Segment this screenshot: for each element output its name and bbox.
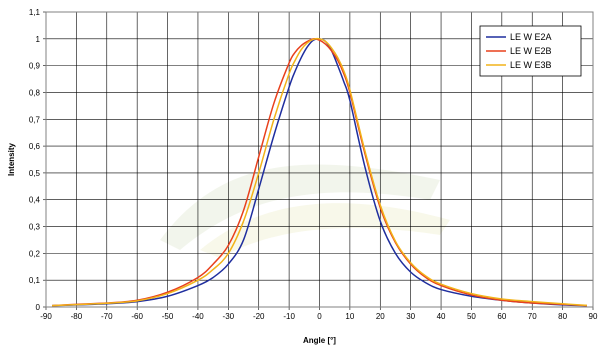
x-tick-label: -70 bbox=[101, 312, 113, 321]
legend-label: LE W E2B bbox=[510, 46, 552, 56]
y-tick-label: 0 bbox=[36, 303, 41, 312]
y-axis-tick-labels: 0 0,1 0,2 0,3 0,4 0,5 0,6 0,7 0,8 0,9 1 1,1 bbox=[29, 8, 41, 312]
y-tick-label: 0,8 bbox=[29, 88, 41, 97]
y-tick-label: 1,1 bbox=[29, 8, 41, 17]
series-lines bbox=[52, 37, 587, 307]
legend-label: LE W E2A bbox=[510, 32, 552, 42]
x-tick-label: 60 bbox=[497, 312, 506, 321]
x-tick-label: 40 bbox=[437, 312, 446, 321]
legend-label: LE W E3B bbox=[510, 60, 552, 70]
x-tick-label: -60 bbox=[131, 312, 143, 321]
x-tick-label: 50 bbox=[467, 312, 476, 321]
x-tick-label: -40 bbox=[192, 312, 204, 321]
y-tick-label: 1 bbox=[36, 35, 41, 44]
y-tick-label: 0,2 bbox=[29, 249, 41, 258]
legend: LE W E2A LE W E2B LE W E3B bbox=[479, 25, 582, 77]
legend-items: LE W E2A LE W E2B LE W E3B bbox=[486, 32, 552, 70]
series-line-2 bbox=[52, 37, 587, 307]
x-tick-label: 20 bbox=[376, 312, 385, 321]
x-tick-label: -50 bbox=[162, 312, 174, 321]
x-tick-label: 30 bbox=[406, 312, 415, 321]
x-tick-label: 90 bbox=[589, 312, 598, 321]
x-tick-label: 10 bbox=[345, 312, 354, 321]
y-axis-title: Intensity bbox=[7, 143, 16, 176]
y-tick-label: 0,1 bbox=[29, 276, 41, 285]
y-tick-label: 0,7 bbox=[29, 115, 41, 124]
x-axis-title: Angle [°] bbox=[303, 336, 336, 345]
y-tick-label: 0,6 bbox=[29, 142, 41, 151]
y-tick-label: 0,4 bbox=[29, 196, 41, 205]
x-tick-label: 70 bbox=[528, 312, 537, 321]
x-tick-label: -80 bbox=[71, 312, 83, 321]
y-tick-label: 0,3 bbox=[29, 223, 41, 232]
x-tick-label: -10 bbox=[283, 312, 295, 321]
series-line-1 bbox=[52, 38, 587, 307]
x-axis-tick-labels: -90 -80 -70 -60 -50 -40 -30 -20 -10 0 10 20 30 40 50 60… bbox=[40, 312, 598, 321]
x-tick-label: -30 bbox=[223, 312, 235, 321]
y-tick-label: 0,9 bbox=[29, 62, 41, 71]
plot-area-frame bbox=[45, 11, 594, 308]
x-tick-label: -20 bbox=[253, 312, 265, 321]
y-tick-label: 0,5 bbox=[29, 169, 41, 178]
x-tick-label: -90 bbox=[40, 312, 52, 321]
x-tick-label: 80 bbox=[558, 312, 567, 321]
x-tick-label: 0 bbox=[317, 312, 322, 321]
